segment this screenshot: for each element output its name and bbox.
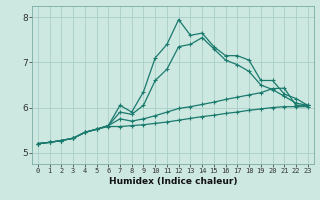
X-axis label: Humidex (Indice chaleur): Humidex (Indice chaleur) (108, 177, 237, 186)
